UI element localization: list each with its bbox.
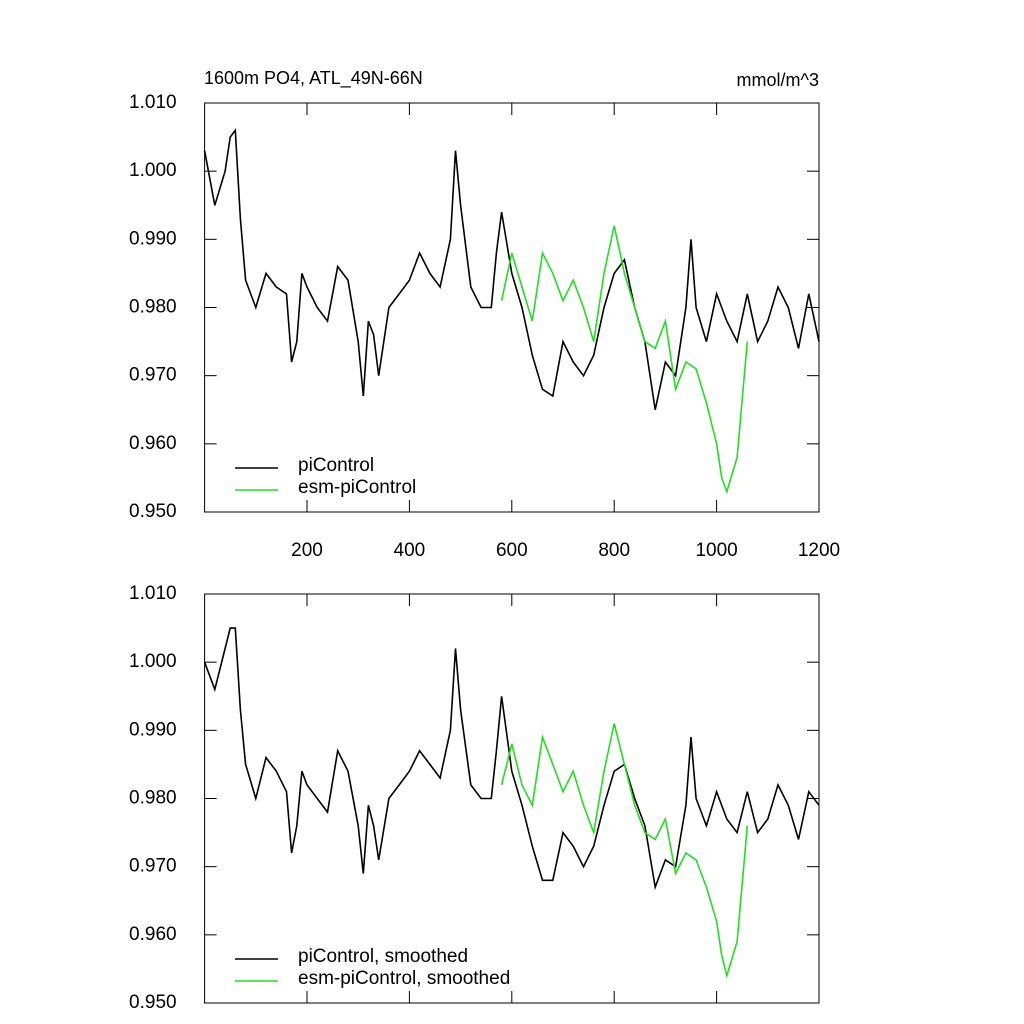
series-line [203,627,820,891]
y-tick-label: 1.010 [129,583,177,604]
chart-title: 1600m PO4, ATL_49N-66N [204,68,423,89]
y-tick-label: 0.980 [129,788,177,809]
units-label: mmol/m^3 [737,70,819,90]
x-tick-label: 400 [394,540,426,561]
x-tick-label: 600 [496,540,528,561]
x-tick-label: 800 [598,540,630,561]
y-tick-label: 1.000 [129,160,177,181]
x-tick-label: 200 [291,540,323,561]
plot-frame [204,593,820,1004]
y-tick-label: 1.010 [129,92,177,113]
y-tick-label: 0.990 [129,719,177,740]
x-tick-label: 1000 [695,540,737,561]
series-line [500,723,749,979]
y-tick-label: 0.960 [129,433,177,454]
series-line [500,225,749,495]
legend-label: piControl, smoothed [298,946,468,967]
x-tick-label: 1200 [798,540,840,561]
y-tick-label: 0.970 [129,856,177,877]
y-tick-label: 0.970 [129,365,177,386]
y-tick-label: 0.960 [129,924,177,945]
legend-label: esm-piControl [298,477,416,498]
legend-label: esm-piControl, smoothed [298,968,510,989]
y-tick-label: 0.950 [129,992,177,1013]
y-tick-label: 1.000 [129,651,177,672]
series-line [203,128,820,410]
plot-frame [204,102,820,513]
legend-label: piControl [298,455,374,476]
y-tick-label: 0.950 [129,501,177,522]
y-tick-label: 0.980 [129,297,177,318]
y-tick-label: 0.990 [129,228,177,249]
